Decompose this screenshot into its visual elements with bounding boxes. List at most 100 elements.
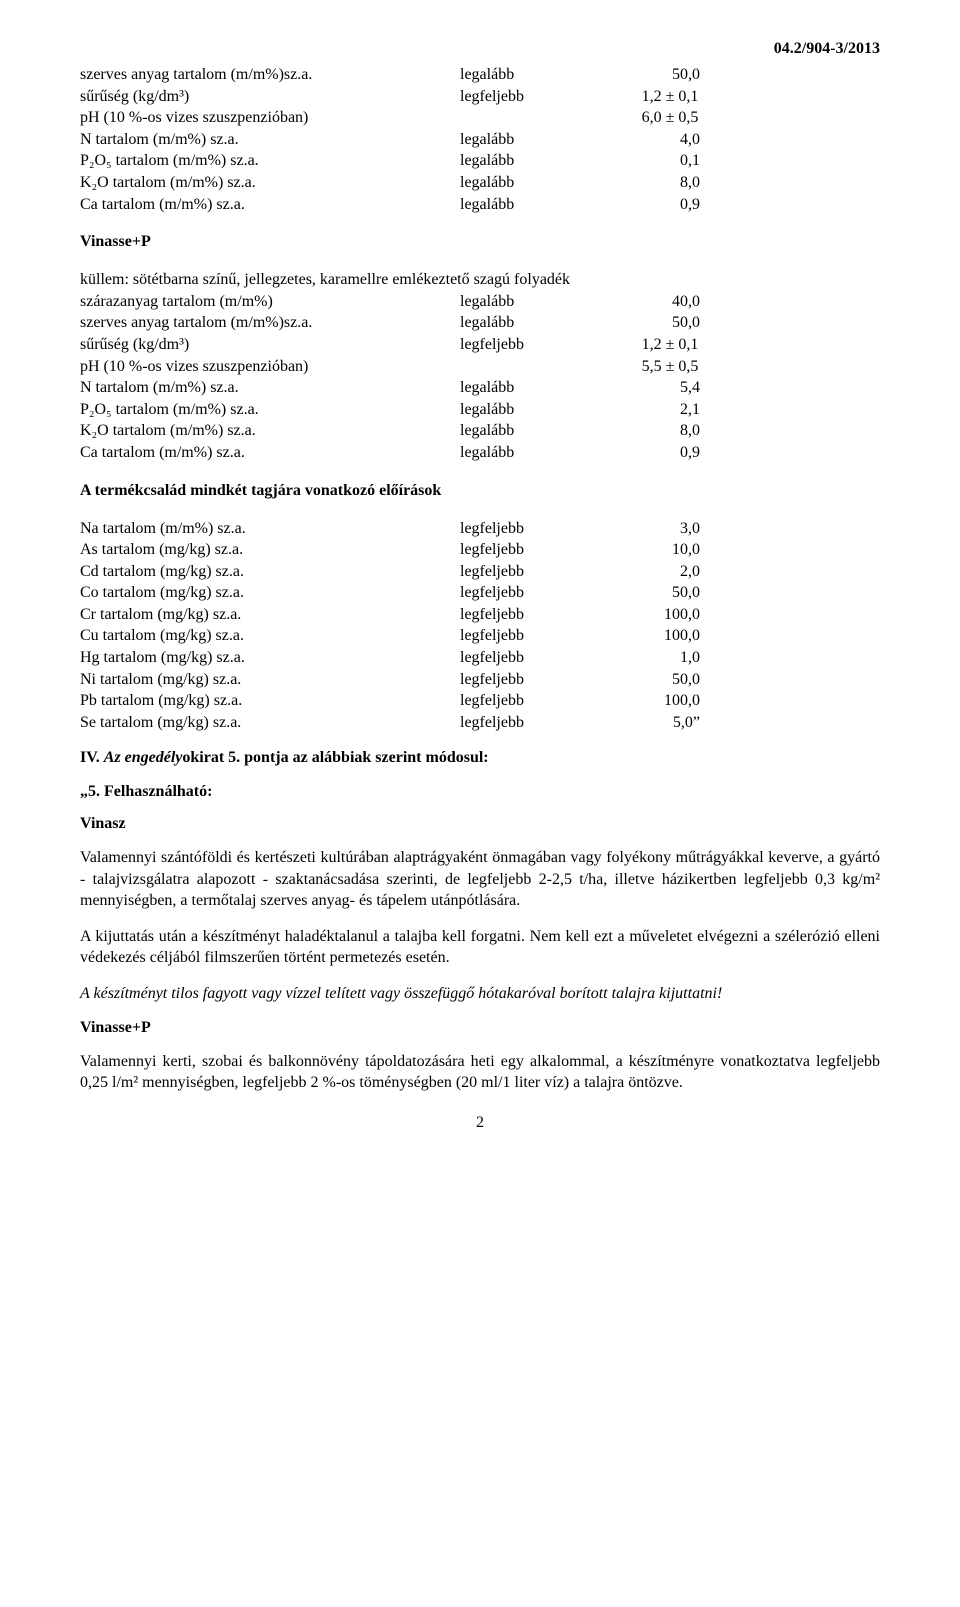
spec-qualifier: legalább — [460, 399, 600, 421]
spec-value: 50,0 — [600, 669, 700, 691]
spec-label: Se tartalom (mg/kg) sz.a. — [80, 712, 460, 734]
spec-value: 2,0 — [600, 561, 700, 583]
spec-value: 100,0 — [600, 690, 700, 712]
spec-qualifier: legalább — [460, 172, 600, 194]
spec-qualifier: legalább — [460, 129, 600, 151]
table-row: Na tartalom (m/m%) sz.a. legfeljebb 3,0 — [80, 518, 880, 540]
spec-label: pH (10 %-os vizes szuszpenzióban) — [80, 356, 460, 378]
page: 04.2/904-3/2013 szerves anyag tartalom (… — [0, 0, 960, 1162]
spec-label: Ca tartalom (m/m%) sz.a. — [80, 194, 460, 216]
spec-value: 1,2 ± 0,1 — [600, 86, 740, 108]
section-title-both: A termékcsalád mindkét tagjára vonatkozó… — [80, 482, 880, 500]
table-row: Hg tartalom (mg/kg) sz.a. legfeljebb 1,0 — [80, 647, 880, 669]
table-row: N tartalom (m/m%) sz.a. legalább 5,4 — [80, 377, 880, 399]
spec-label: Ni tartalom (mg/kg) sz.a. — [80, 669, 460, 691]
spec-label: Pb tartalom (mg/kg) sz.a. — [80, 690, 460, 712]
spec-value: 0,9 — [600, 442, 700, 464]
spec-qualifier: legfeljebb — [460, 334, 600, 356]
spec-qualifier: legfeljebb — [460, 604, 600, 626]
table-row: Ca tartalom (m/m%) sz.a. legalább 0,9 — [80, 194, 880, 216]
spec-qualifier: legalább — [460, 64, 600, 86]
spec-label: szerves anyag tartalom (m/m%)sz.a. — [80, 312, 460, 334]
table-row: As tartalom (mg/kg) sz.a. legfeljebb 10,… — [80, 539, 880, 561]
spec-qualifier: legalább — [460, 150, 600, 172]
spec-value: 10,0 — [600, 539, 700, 561]
spec-value: 8,0 — [600, 172, 700, 194]
table-row: Pb tartalom (mg/kg) sz.a. legfeljebb 100… — [80, 690, 880, 712]
spec-qualifier: legfeljebb — [460, 690, 600, 712]
spec-value: 100,0 — [600, 625, 700, 647]
block2-intro: küllem: sötétbarna színű, jellegzetes, k… — [80, 269, 880, 291]
table-row: Co tartalom (mg/kg) sz.a. legfeljebb 50,… — [80, 582, 880, 604]
table-row: szerves anyag tartalom (m/m%)sz.a. legal… — [80, 64, 880, 86]
spec-value: 50,0 — [600, 64, 700, 86]
table-row: sűrűség (kg/dm³) legfeljebb 1,2 ± 0,1 — [80, 86, 880, 108]
paragraph-3: A készítményt tilos fagyott vagy vízzel … — [80, 983, 880, 1005]
spec-qualifier: legfeljebb — [460, 86, 600, 108]
section-5-title: „5. Felhasználható: — [80, 783, 880, 801]
spec-value: 5,5 ± 0,5 — [600, 356, 740, 378]
table-row: Cd tartalom (mg/kg) sz.a. legfeljebb 2,0 — [80, 561, 880, 583]
spec-qualifier: legfeljebb — [460, 561, 600, 583]
spec-qualifier: legfeljebb — [460, 539, 600, 561]
spec-label: sűrűség (kg/dm³) — [80, 86, 460, 108]
spec-qualifier: legalább — [460, 420, 600, 442]
spec-qualifier: legfeljebb — [460, 647, 600, 669]
spec-qualifier: legalább — [460, 377, 600, 399]
table-row: szerves anyag tartalom (m/m%)sz.a. legal… — [80, 312, 880, 334]
spec-label: N tartalom (m/m%) sz.a. — [80, 377, 460, 399]
table-row: K₂O tartalom (m/m%) sz.a. legalább 8,0 — [80, 420, 880, 442]
vinassep-label-2: Vinasse+P — [80, 1019, 880, 1037]
spec-label: szárazanyag tartalom (m/m%) — [80, 291, 460, 313]
table-row: P₂O₅ tartalom (m/m%) sz.a. legalább 0,1 — [80, 150, 880, 172]
spec-qualifier — [460, 356, 600, 378]
spec-value: 5,4 — [600, 377, 700, 399]
spec-value: 100,0 — [600, 604, 700, 626]
spec-qualifier: legalább — [460, 194, 600, 216]
table-row: K₂O tartalom (m/m%) sz.a. legalább 8,0 — [80, 172, 880, 194]
iv-italic-part: Az engedély — [104, 749, 183, 766]
table-row: pH (10 %-os vizes szuszpenzióban) 6,0 ± … — [80, 107, 880, 129]
spec-label: P₂O₅ tartalom (m/m%) sz.a. — [80, 399, 460, 421]
spec-qualifier: legfeljebb — [460, 712, 600, 734]
spec-qualifier: legfeljebb — [460, 625, 600, 647]
table-row: Ca tartalom (m/m%) sz.a. legalább 0,9 — [80, 442, 880, 464]
spec-label: Cd tartalom (mg/kg) sz.a. — [80, 561, 460, 583]
spec-value: 1,2 ± 0,1 — [600, 334, 740, 356]
spec-value: 5,0” — [600, 712, 700, 734]
table-row: pH (10 %-os vizes szuszpenzióban) 5,5 ± … — [80, 356, 880, 378]
spec-label: pH (10 %-os vizes szuszpenzióban) — [80, 107, 460, 129]
spec-label: Hg tartalom (mg/kg) sz.a. — [80, 647, 460, 669]
spec-qualifier: legfeljebb — [460, 669, 600, 691]
spec-qualifier: legfeljebb — [460, 518, 600, 540]
spec-value: 8,0 — [600, 420, 700, 442]
spec-label: Co tartalom (mg/kg) sz.a. — [80, 582, 460, 604]
spec-label: sűrűség (kg/dm³) — [80, 334, 460, 356]
spec-block-1: szerves anyag tartalom (m/m%)sz.a. legal… — [80, 64, 880, 215]
spec-value: 1,0 — [600, 647, 700, 669]
table-row: szárazanyag tartalom (m/m%) legalább 40,… — [80, 291, 880, 313]
spec-qualifier: legalább — [460, 312, 600, 334]
spec-label: szerves anyag tartalom (m/m%)sz.a. — [80, 64, 460, 86]
document-number: 04.2/904-3/2013 — [80, 40, 880, 58]
spec-value: 6,0 ± 0,5 — [600, 107, 740, 129]
spec-label: Cr tartalom (mg/kg) sz.a. — [80, 604, 460, 626]
spec-label: K₂O tartalom (m/m%) sz.a. — [80, 172, 460, 194]
table-row: N tartalom (m/m%) sz.a. legalább 4,0 — [80, 129, 880, 151]
spec-block-3: Na tartalom (m/m%) sz.a. legfeljebb 3,0 … — [80, 518, 880, 734]
paragraph-4: Valamennyi kerti, szobai és balkonnövény… — [80, 1051, 880, 1094]
spec-value: 2,1 — [600, 399, 700, 421]
spec-value: 3,0 — [600, 518, 700, 540]
spec-label: P₂O₅ tartalom (m/m%) sz.a. — [80, 150, 460, 172]
table-row: Cu tartalom (mg/kg) sz.a. legfeljebb 100… — [80, 625, 880, 647]
iv-prefix: IV. — [80, 749, 104, 766]
iv-rest: okirat 5. pontja az alábbiak szerint mód… — [182, 749, 488, 766]
spec-value: 0,1 — [600, 150, 700, 172]
spec-value: 40,0 — [600, 291, 700, 313]
vinasz-label: Vinasz — [80, 815, 880, 833]
spec-qualifier: legalább — [460, 442, 600, 464]
table-row: Se tartalom (mg/kg) sz.a. legfeljebb 5,0… — [80, 712, 880, 734]
table-row: Ni tartalom (mg/kg) sz.a. legfeljebb 50,… — [80, 669, 880, 691]
spec-value: 0,9 — [600, 194, 700, 216]
spec-label: K₂O tartalom (m/m%) sz.a. — [80, 420, 460, 442]
